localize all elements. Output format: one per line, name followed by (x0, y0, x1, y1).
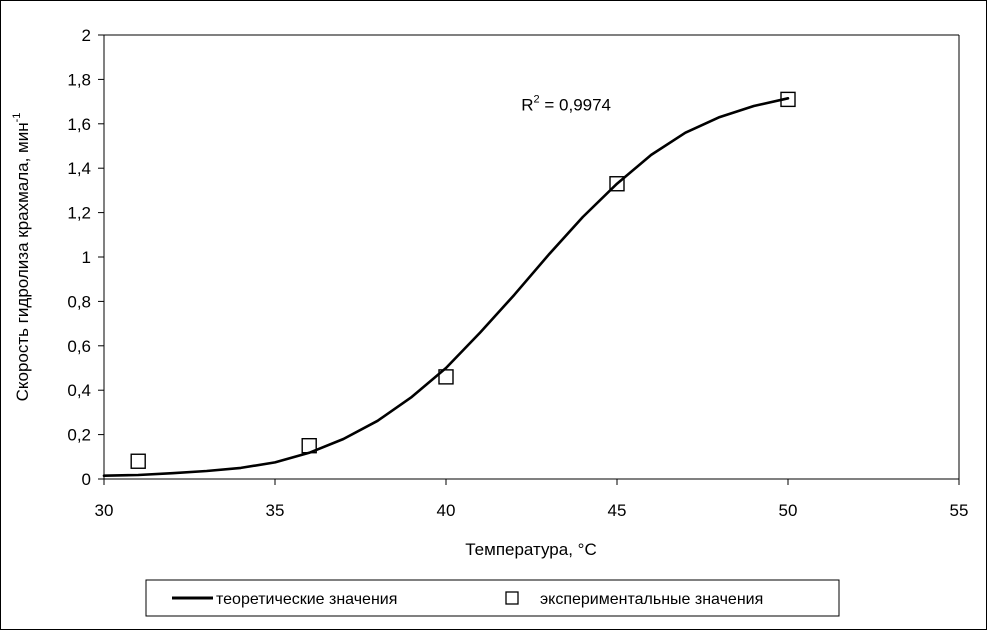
y-tick-label: 0,4 (67, 381, 91, 400)
legend-marker-swatch (505, 591, 519, 605)
x-tick-label: 30 (95, 501, 114, 520)
x-tick-label: 50 (779, 501, 798, 520)
y-tick-label: 0,6 (67, 337, 91, 356)
experimental-point (130, 453, 146, 469)
y-axis-title-superscript: -1 (11, 113, 23, 123)
y-tick-label: 2 (82, 26, 91, 45)
y-tick-label: 1,4 (67, 159, 91, 178)
legend-box (145, 579, 840, 617)
r-squared-value: = 0,9974 (540, 95, 611, 114)
y-tick-label: 1,6 (67, 115, 91, 134)
y-tick-label: 1 (82, 248, 91, 267)
y-tick-label: 1,8 (67, 70, 91, 89)
r-squared-superscript: 2 (534, 93, 540, 105)
y-ticks: 0 0,2 0,4 0,6 0,8 1 1,2 1,4 1,6 1,8 2 (67, 26, 104, 489)
r-squared-annotation: R2 = 0,9974 (521, 93, 611, 114)
x-ticks: 30 35 40 45 50 55 (95, 479, 969, 520)
theoretical-curve (102, 97, 790, 478)
y-axis-title-main: Скорость гидролиза крахмала, мин (13, 122, 32, 401)
experimental-point (438, 369, 454, 385)
r-squared-letter: R (521, 95, 533, 114)
x-axis-title: Температура, °C (465, 540, 596, 559)
y-tick-label: 0 (82, 470, 91, 489)
x-tick-label: 55 (950, 501, 969, 520)
experimental-point (301, 438, 317, 454)
y-tick-label: 0,2 (67, 426, 91, 445)
experimental-point (780, 91, 796, 108)
experimental-point (609, 176, 625, 192)
legend: теоретические значения экспериментальные… (145, 579, 840, 617)
y-tick-label: 1,2 (67, 204, 91, 223)
y-tick-label: 0,8 (67, 292, 91, 311)
x-tick-label: 40 (437, 501, 456, 520)
legend-line-label: теоретические значения (216, 591, 397, 608)
y-axis-title: Скорость гидролиза крахмала, мин-1 (11, 113, 32, 402)
series-layer (102, 91, 796, 478)
x-tick-label: 35 (266, 501, 285, 520)
x-tick-label: 45 (608, 501, 627, 520)
legend-marker-label: экспериментальные значения (540, 591, 763, 608)
